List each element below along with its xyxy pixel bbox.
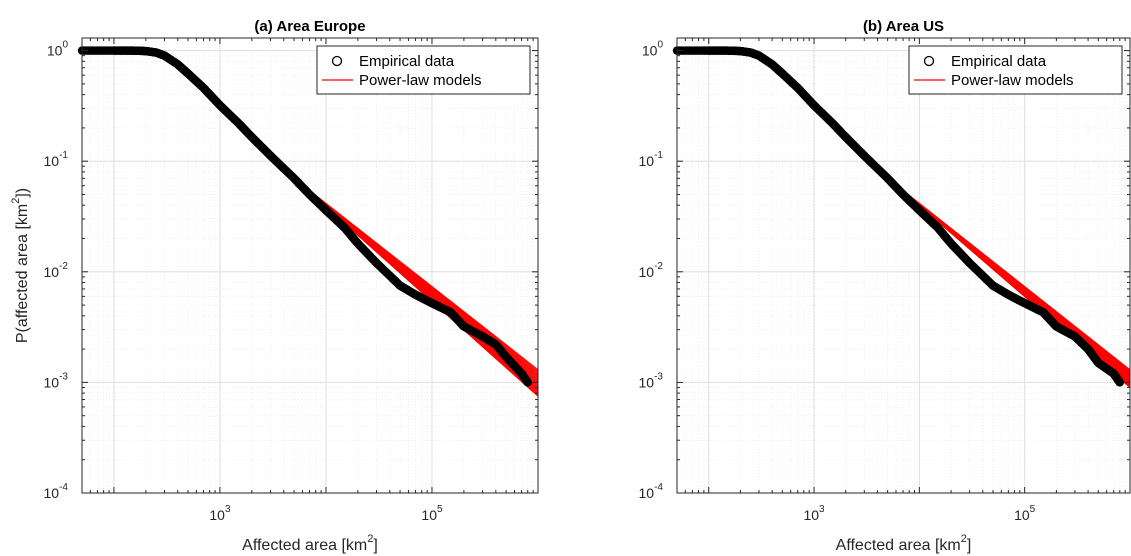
tick-label-exponent: -2	[59, 261, 68, 272]
chart-title: (b) Area US	[863, 18, 944, 35]
legend-label: Power-law models	[951, 72, 1074, 89]
x-tick-label: 103	[803, 504, 825, 523]
empirical-data	[77, 46, 532, 387]
x-axis-label-text: Affected area [km	[242, 537, 367, 554]
legend-label: Empirical data	[359, 53, 455, 70]
data-point	[1115, 378, 1124, 387]
x-axis-label-sup: 2	[961, 533, 967, 545]
ticks	[81, 38, 539, 494]
y-tick-label: 10-2	[639, 261, 664, 280]
y-tick-label: 10-1	[639, 150, 664, 169]
tick-label-base: 10	[803, 507, 819, 523]
y-tick-label: 10-4	[44, 482, 69, 501]
y-tick-label: 10-1	[44, 150, 69, 169]
model-line	[887, 177, 1131, 371]
tick-label-base: 10	[639, 485, 655, 501]
tick-label-base: 10	[44, 485, 60, 501]
x-tick-label: 103	[209, 504, 231, 523]
tick-label-exponent: -4	[654, 482, 663, 493]
chart-title: (a) Area Europe	[254, 18, 365, 35]
plot-area	[677, 38, 1130, 493]
tick-label-exponent: 0	[657, 40, 663, 51]
y-axis-label-sup: 2	[10, 198, 22, 204]
tick-label-base: 10	[209, 507, 225, 523]
tick-label-exponent: 0	[62, 40, 68, 51]
x-axis-label-sup: 2	[367, 533, 373, 545]
empirical-data	[672, 46, 1124, 387]
tick-label-base: 10	[421, 507, 437, 523]
y-tick-label: 10-2	[44, 261, 69, 280]
y-tick-label: 10-4	[639, 482, 664, 501]
tick-label-base: 10	[1014, 507, 1030, 523]
y-axis-label-tail: ])	[14, 188, 31, 198]
tick-label-exponent: -4	[59, 482, 68, 493]
tick-label-exponent: -2	[654, 261, 663, 272]
tick-label-exponent: 5	[1030, 504, 1036, 515]
tick-label-exponent: -1	[59, 150, 68, 161]
legend-circle-marker	[923, 55, 935, 67]
tick-label-exponent: 3	[225, 504, 231, 515]
x-tick-label: 105	[421, 504, 443, 523]
y-axis-label: P(affected area [km2])	[10, 188, 31, 343]
grid	[81, 38, 539, 494]
legend: Empirical data Power-law models	[316, 45, 531, 95]
tick-label-base: 10	[639, 264, 655, 280]
legend-box	[316, 45, 531, 95]
tick-label-exponent: 3	[819, 504, 825, 515]
legend-box	[908, 45, 1123, 95]
legend-label: Power-law models	[359, 72, 482, 89]
tick-label-base: 10	[639, 374, 655, 390]
x-axis-label: Affected area [km2]	[242, 533, 378, 554]
y-axis-label-text: P(affected area [km	[14, 204, 31, 343]
legend-circle-marker	[331, 55, 343, 67]
tick-label-base: 10	[44, 153, 60, 169]
x-axis-label-text: Affected area [km	[836, 537, 961, 554]
data-point	[523, 378, 532, 387]
tick-label-base: 10	[44, 374, 60, 390]
y-tick-label: 100	[642, 40, 664, 59]
tick-label-base: 10	[47, 43, 63, 59]
legend: Empirical data Power-law models	[908, 45, 1123, 95]
x-axis-label: Affected area [km2]	[836, 533, 972, 554]
x-tick-label: 105	[1014, 504, 1036, 523]
y-tick-label: 10-3	[639, 371, 664, 390]
ticks	[676, 38, 1131, 494]
tick-label-exponent: -1	[654, 150, 663, 161]
tick-label-exponent: -3	[59, 371, 68, 382]
tick-label-base: 10	[44, 264, 60, 280]
x-axis-label-tail: ]	[373, 537, 377, 554]
tick-label-exponent: 5	[437, 504, 443, 515]
x-axis-label-tail: ]	[967, 537, 971, 554]
tick-label-base: 10	[642, 43, 658, 59]
model-line	[293, 177, 539, 371]
legend-label: Empirical data	[951, 53, 1047, 70]
tick-label-base: 10	[639, 153, 655, 169]
tick-label-exponent: -3	[654, 371, 663, 382]
y-tick-label: 10-3	[44, 371, 69, 390]
plot-area	[82, 38, 538, 493]
y-tick-label: 100	[47, 40, 69, 59]
